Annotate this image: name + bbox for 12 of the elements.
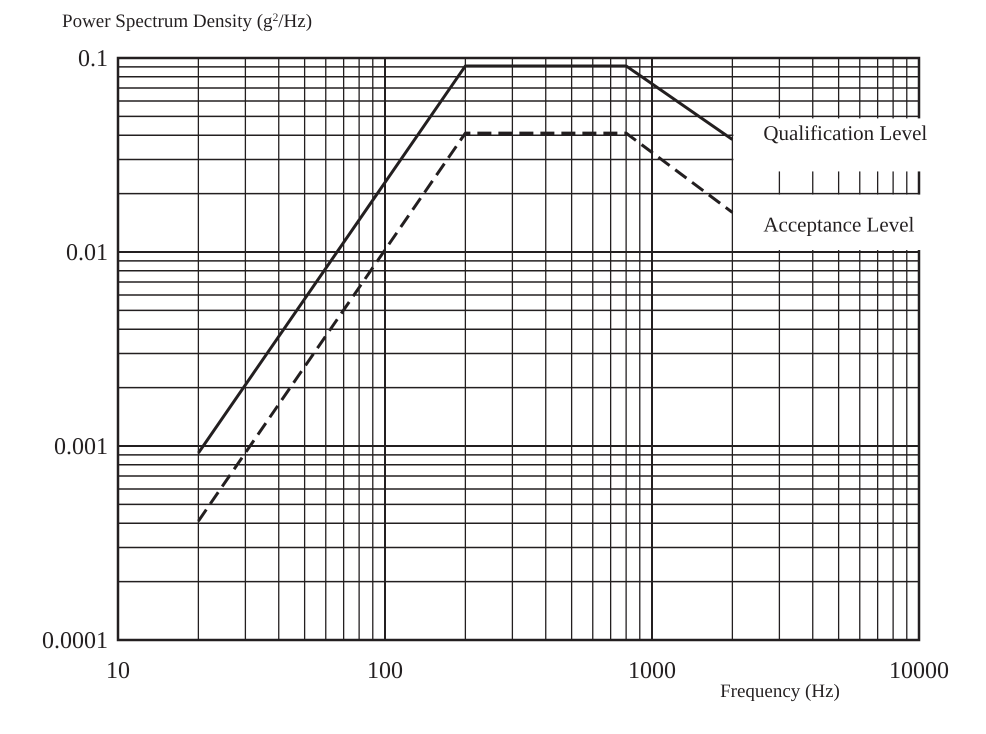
- x-axis-title: Frequency (Hz): [720, 681, 840, 702]
- series-label: Acceptance Level: [763, 212, 915, 237]
- y-tick-label: 0.0001: [42, 628, 108, 654]
- x-tick-label: 100: [367, 658, 403, 684]
- y-tick-label: 0.01: [66, 240, 108, 266]
- series-label: Qualification Level: [763, 121, 928, 146]
- x-tick-label: 10000: [889, 658, 949, 684]
- x-tick-label: 1000: [628, 658, 676, 684]
- x-tick-label: 10: [106, 658, 130, 684]
- y-axis-title: Power Spectrum Density (g$^{2}$/Hz): [62, 11, 312, 32]
- y-tick-label: 0.001: [54, 434, 108, 460]
- y-tick-label: 0.1: [78, 46, 108, 72]
